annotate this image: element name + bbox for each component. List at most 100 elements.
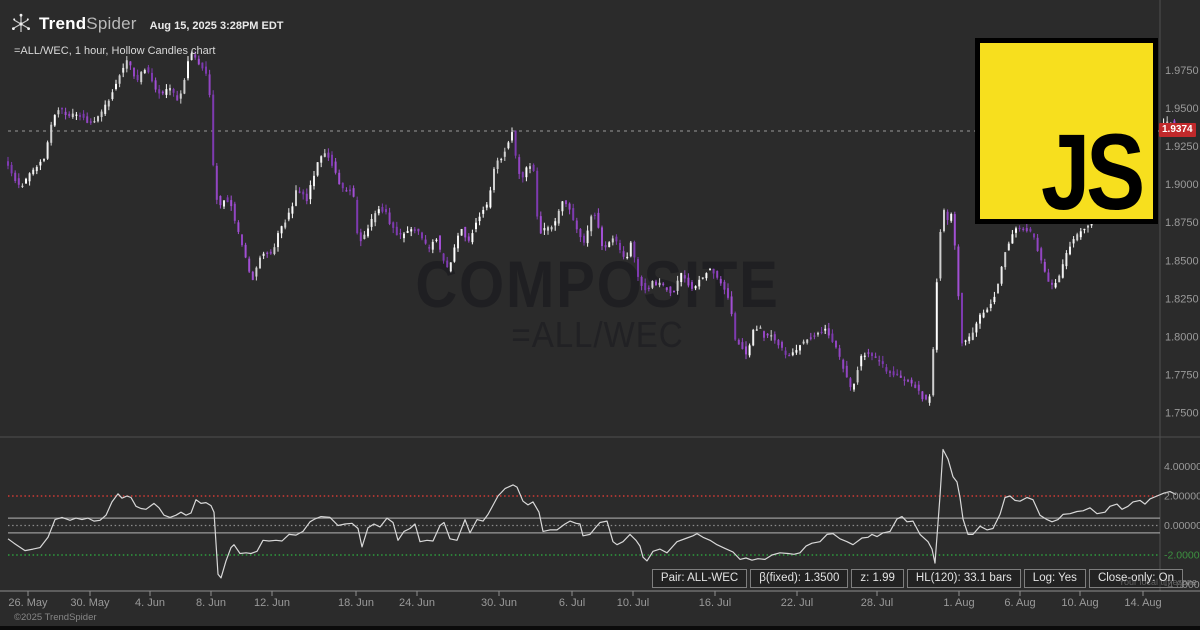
candle-body [161,91,164,94]
chart-title: =ALL/WEC, 1 hour, Hollow Candles chart [14,45,216,57]
candle-body [334,161,337,173]
candle-body [43,159,45,161]
candle-body [233,203,236,221]
candle-body [107,100,110,107]
candle-body [565,200,567,205]
candle-body [424,239,427,244]
candle-body [223,200,225,207]
candle-body [201,62,204,69]
candle-body [197,58,200,65]
candle-body [982,312,985,318]
candle-body [766,333,769,336]
candle-body [46,142,49,159]
candle-body [777,339,780,346]
date-axis-label: 30. May [70,597,110,609]
candle-body [17,178,20,185]
zscore-axis-label: 0.00000 [1164,520,1200,532]
candle-body [921,391,924,400]
candle-body [845,365,848,378]
candle-body [539,216,542,234]
candle-body [259,257,261,269]
candle-wick [903,376,905,386]
candle-body [529,166,531,169]
candle-wick [626,252,628,260]
candle-body [856,370,859,383]
candle-body [482,209,485,214]
candle-wick [659,278,661,288]
candle-body [935,282,938,350]
candle-body [748,345,751,356]
candle-body [673,290,675,293]
candle-body [309,185,312,200]
candle-body [1040,248,1043,261]
candle-body [97,116,99,122]
candle-wick [266,251,268,258]
candle-body [349,189,351,192]
candle-body [287,212,290,220]
candle-body [1007,243,1010,251]
candle-body [327,152,330,158]
candle-body [637,259,639,277]
date-axis-label: 30. Jun [481,597,517,609]
candle-body [997,283,999,294]
candle-body [554,221,557,226]
candle-body [986,309,989,313]
candle-body [651,281,654,288]
candle-wick [756,325,758,331]
candle-body [892,371,895,376]
candle-body [352,188,355,197]
candle-body [817,332,819,335]
candle-body [871,353,873,357]
candle-body [619,242,621,250]
candle-body [676,280,679,291]
price-axis-label: 1.8000 [1165,331,1199,343]
candle-wick [407,226,409,234]
candle-body [694,286,697,289]
candle-body [194,54,197,58]
candle-body [226,197,229,203]
candle-wick [1087,224,1089,233]
candle-body [709,268,711,271]
date-axis-label: 18. Jun [338,597,374,609]
candle-body [658,282,661,286]
candle-body [572,208,575,221]
status-cell: HL(120): 33.1 bars [906,569,1021,588]
candle-body [1083,228,1086,231]
candle-body [460,228,463,236]
candle-body [557,210,560,224]
candle-body [730,296,733,315]
candle-body [878,360,881,362]
candle-body [1079,231,1082,238]
candle-wick [129,61,131,70]
candle-body [71,113,74,118]
candle-body [151,72,153,82]
candle-body [457,235,459,249]
candle-body [359,232,362,242]
candle-body [975,323,978,333]
candle-body [10,164,13,174]
candle-wick [324,149,326,158]
date-axis-label: 1. Aug [943,597,974,609]
candle-body [536,170,539,217]
candle-body [169,87,171,91]
candle-body [849,378,852,388]
candle-body [601,227,603,247]
candle-body [133,67,135,77]
candle-body [395,226,398,236]
candle-body [993,296,996,303]
candle-body [827,328,830,336]
candle-body [647,287,650,289]
candle-body [532,164,535,172]
candle-wick [821,326,823,335]
candle-body [248,258,251,272]
candle-body [896,373,899,375]
candle-body [89,121,92,123]
candle-body [305,193,308,202]
brand-trend: Trend [39,14,87,33]
candle-body [1087,225,1089,228]
candle-body [1061,264,1064,278]
candle-body [507,142,510,149]
timezone-note: Your local timezone [1118,577,1197,587]
date-axis-label: 10. Jul [617,597,649,609]
